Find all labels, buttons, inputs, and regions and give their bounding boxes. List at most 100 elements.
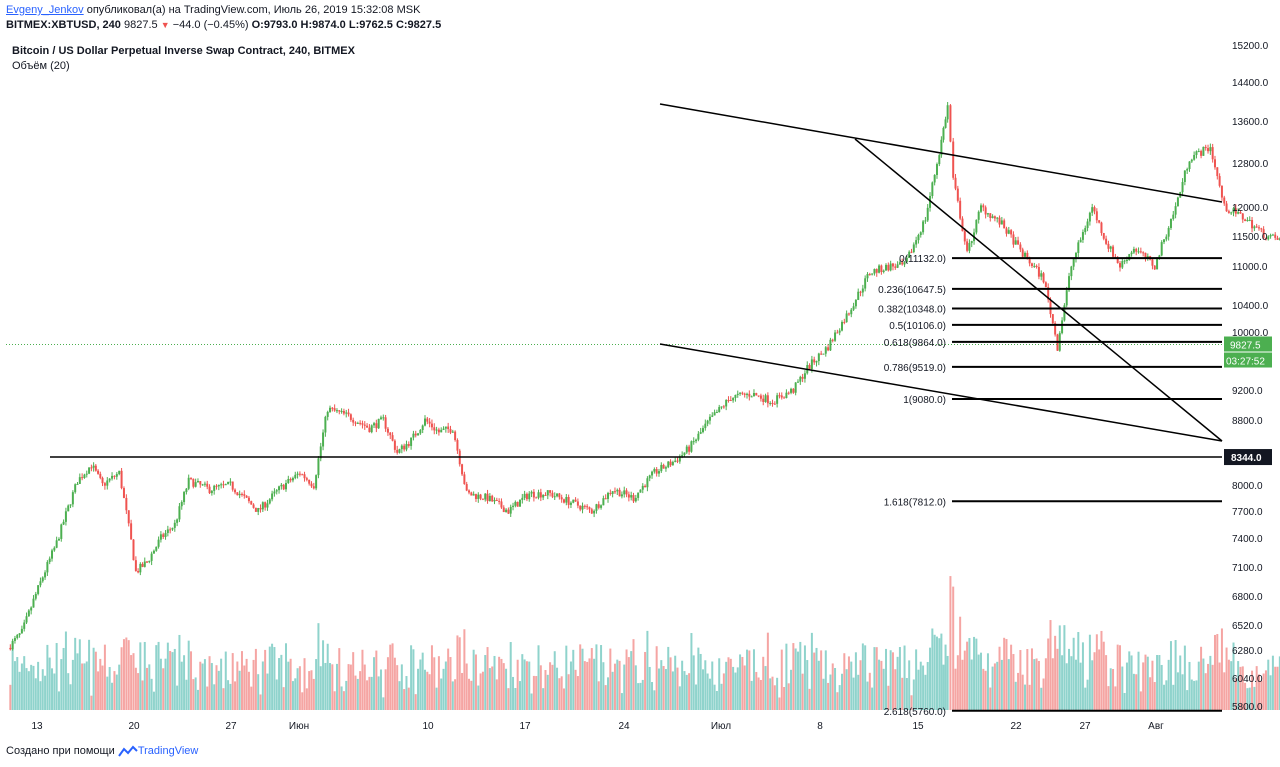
channel-upper-line [659, 103, 1223, 203]
volume-bar [1230, 661, 1233, 710]
candle-body [472, 494, 475, 496]
candle-body [1028, 259, 1031, 264]
volume-bar [361, 649, 364, 710]
candle-body [382, 417, 385, 419]
volume-bar [340, 686, 343, 710]
volume-bar [85, 661, 88, 710]
candle-body [268, 499, 271, 504]
candle-body [83, 474, 86, 478]
candle-body [1044, 282, 1047, 288]
volume-bar [933, 634, 936, 710]
candle-body [996, 217, 999, 219]
volume-bar [887, 685, 890, 710]
volume-bar [368, 676, 371, 710]
candle-body [514, 501, 517, 506]
candle-body [1132, 248, 1135, 253]
candle-body [574, 499, 577, 502]
volume-bar [579, 644, 582, 710]
x-axis-tick-label: 10 [422, 721, 434, 732]
candle-body [898, 262, 901, 265]
author-link[interactable]: Evgeny_Jenkov [6, 4, 84, 16]
candle-body [620, 494, 623, 497]
volume-bar [946, 655, 949, 710]
candle-body [27, 610, 30, 617]
volume-bar [391, 643, 394, 710]
candle-body [1049, 299, 1052, 315]
candle-body [991, 216, 994, 218]
volume-bar [1132, 673, 1135, 710]
volume-bar [1204, 673, 1207, 710]
volume-bar [433, 657, 436, 710]
candle-body [537, 492, 540, 498]
volume-bar [245, 658, 248, 710]
volume-bar [815, 647, 818, 710]
volume-bar [732, 666, 735, 710]
candle-body [1193, 154, 1196, 160]
candle-body [1144, 252, 1147, 259]
candle-body [924, 220, 927, 222]
volume-bar [81, 663, 84, 710]
volume-bar [1024, 684, 1027, 710]
candle-body [1079, 239, 1082, 243]
volume-bar [1035, 658, 1038, 710]
volume-bar [968, 638, 971, 710]
price-chart[interactable]: 0(11132.0) 0.236(10647.5) 0.382(10348.0) 0.… [0, 0, 1280, 740]
candle-body [1251, 219, 1254, 229]
candle-body [845, 313, 848, 323]
candle-body [419, 430, 422, 434]
candle-body [866, 274, 869, 279]
candle-body [1209, 147, 1212, 152]
candle-body [301, 474, 304, 476]
volume-bar [963, 650, 966, 710]
candle-body [1244, 219, 1247, 222]
candle-body [989, 213, 992, 218]
candle-body [1234, 208, 1237, 214]
series-title: Bitcoin / US Dollar Perpetual Inverse Sw… [12, 45, 355, 57]
volume-bar [53, 673, 56, 710]
candle-body [1061, 320, 1064, 334]
candle-body [1202, 146, 1205, 156]
volume-bar [952, 586, 955, 710]
candle-body [1207, 148, 1210, 152]
candle-body [929, 195, 932, 208]
volume-bar [359, 671, 362, 710]
volume-bar [113, 671, 116, 710]
volume-bar [229, 683, 232, 710]
candle-body [748, 393, 751, 397]
volume-bar [915, 649, 918, 710]
volume-bar [880, 660, 883, 710]
candle-body [852, 306, 855, 310]
candle-body [162, 534, 165, 537]
candle-body [695, 439, 698, 442]
last-price-text: 9827.5 [123, 19, 158, 31]
candle-body [257, 508, 260, 512]
volume-bar [1232, 642, 1235, 710]
candle-body [942, 127, 945, 140]
volume-bar [250, 686, 253, 710]
volume-bar [685, 674, 688, 710]
candle-body [324, 416, 327, 433]
candle-body [39, 581, 42, 586]
volume-bar [1100, 630, 1103, 710]
volume-bar [894, 669, 897, 710]
candle-body [238, 493, 241, 496]
volume-bar [586, 661, 589, 710]
volume-bar [240, 651, 243, 710]
volume-bar [1163, 684, 1166, 710]
tradingview-link[interactable]: TradingView [137, 745, 199, 757]
volume-indicator-label[interactable]: Объём (20) [12, 60, 70, 72]
symbol-name: BITMEX:XBTUSD, 240 [6, 19, 121, 31]
volume-bar [465, 663, 468, 710]
volume-bar [94, 651, 97, 710]
candle-body [176, 519, 179, 523]
candle-body [345, 412, 348, 414]
y-axis-tick-label: 7700.0 [1232, 507, 1263, 518]
volume-bar [715, 690, 718, 710]
volume-bar [567, 674, 570, 710]
candle-body [1218, 176, 1221, 186]
volume-bar [486, 647, 489, 710]
candle-body [1176, 197, 1179, 207]
volume-bar [516, 659, 519, 710]
candle-body [294, 474, 297, 479]
candle-body [769, 402, 772, 404]
